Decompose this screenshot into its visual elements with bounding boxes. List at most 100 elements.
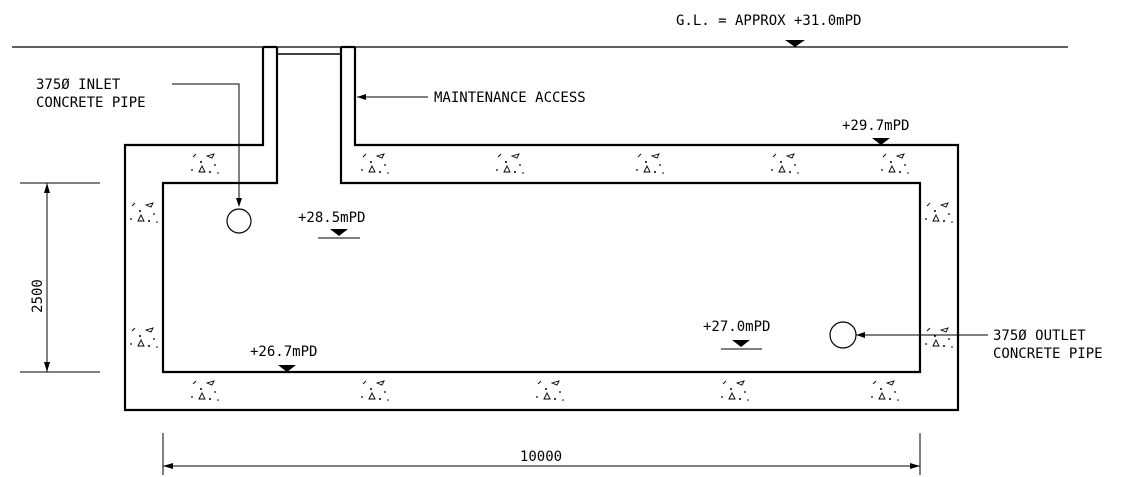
concrete-aggregate-mark — [951, 221, 953, 223]
concrete-aggregate-mark — [519, 164, 521, 166]
concrete-aggregate-mark — [131, 202, 136, 207]
concrete-aggregate-mark — [510, 153, 520, 159]
concrete-aggregate-mark — [925, 343, 927, 345]
inlet-label-line1: 375Ø INLET — [36, 77, 121, 93]
concrete-aggregate-mark — [771, 169, 773, 171]
concrete-aggregate-mark — [882, 153, 887, 158]
inlet-pipe — [226, 208, 252, 234]
concrete-aggregate-mark — [881, 169, 883, 171]
concrete-aggregate-mark — [885, 380, 895, 386]
ground-level-label: G.L. = APPROX +31.0mPD — [676, 13, 861, 29]
concrete-aggregate-mark — [131, 327, 136, 332]
bottom-level-label: +26.7mPD — [250, 344, 317, 360]
height-arrow-top — [44, 183, 50, 193]
concrete-aggregate-mark — [200, 161, 202, 163]
width-arrow-left — [163, 463, 173, 469]
outlet-label-line1: 375Ø OUTLET — [993, 328, 1086, 344]
concrete-aggregate-mark — [772, 153, 777, 158]
concrete-aggregate-mark — [948, 213, 950, 215]
concrete-aggregate-mark — [939, 202, 949, 208]
inlet-level-marker — [330, 229, 348, 236]
height-dimension-label: 2500 — [30, 279, 46, 313]
concrete-aggregate-mark — [550, 380, 560, 386]
concrete-aggregate-mark — [205, 153, 215, 159]
concrete-aggregate-mark — [637, 153, 642, 158]
outlet-pipe — [829, 321, 857, 349]
concrete-aggregate-mark — [559, 391, 561, 393]
concrete-aggregate-mark — [209, 171, 211, 173]
outlet-label-line2: CONCRETE PIPE — [993, 346, 1103, 362]
maintenance-access-label: MAINTENANCE ACCESS — [434, 90, 586, 106]
concrete-aggregate-mark — [925, 218, 927, 220]
concrete-aggregate-mark — [926, 202, 931, 207]
concrete-aggregate-mark — [739, 398, 741, 400]
concrete-aggregate-mark — [497, 153, 502, 158]
concrete-aggregate-mark — [156, 346, 158, 348]
concrete-aggregate-mark — [362, 153, 367, 158]
concrete-aggregate-mark — [384, 164, 386, 166]
tank-inner-wall — [161, 47, 922, 374]
concrete-aggregate-mark — [659, 164, 661, 166]
maintenance-leader-arrow — [357, 94, 366, 100]
concrete-aggregate-mark — [643, 164, 651, 173]
inlet-leader — [172, 83, 240, 204]
concrete-aggregate-mark — [888, 164, 896, 173]
concrete-aggregate-mark — [894, 391, 896, 393]
inlet-level-label: +28.5mPD — [298, 210, 365, 226]
concrete-aggregate-mark — [744, 391, 746, 393]
concrete-aggregate-mark — [156, 221, 158, 223]
concrete-hatch — [130, 153, 953, 401]
inlet-leader-arrow — [236, 198, 242, 207]
concrete-aggregate-mark — [368, 391, 376, 400]
concrete-aggregate-mark — [645, 161, 647, 163]
concrete-aggregate-mark — [144, 327, 154, 333]
concrete-aggregate-mark — [650, 153, 660, 159]
concrete-aggregate-mark — [895, 153, 905, 159]
concrete-aggregate-mark — [932, 338, 940, 347]
concrete-aggregate-mark — [889, 398, 891, 400]
outlet-level-marker — [732, 340, 750, 347]
concrete-aggregate-mark — [362, 380, 367, 385]
concrete-aggregate-mark — [797, 172, 799, 174]
concrete-aggregate-mark — [379, 398, 381, 400]
concrete-aggregate-mark — [200, 388, 202, 390]
concrete-aggregate-mark — [907, 172, 909, 174]
concrete-aggregate-mark — [198, 391, 206, 400]
concrete-aggregate-mark — [130, 343, 132, 345]
concrete-aggregate-mark — [375, 153, 385, 159]
concrete-aggregate-mark — [735, 380, 745, 386]
concrete-aggregate-mark — [948, 338, 950, 340]
concrete-aggregate-mark — [880, 388, 882, 390]
concrete-aggregate-mark — [503, 164, 511, 173]
concrete-aggregate-mark — [545, 388, 547, 390]
tank-outer-wall — [123, 47, 960, 412]
concrete-aggregate-mark — [536, 396, 538, 398]
concrete-aggregate-mark — [148, 345, 150, 347]
concrete-aggregate-mark — [209, 398, 211, 400]
concrete-aggregate-mark — [939, 327, 949, 333]
concrete-aggregate-mark — [214, 391, 216, 393]
concrete-aggregate-mark — [198, 164, 206, 173]
concrete-aggregate-mark — [205, 380, 215, 386]
concrete-aggregate-mark — [747, 399, 749, 401]
top-slab-level-marker — [872, 138, 890, 145]
concrete-aggregate-mark — [721, 396, 723, 398]
concrete-aggregate-mark — [144, 202, 154, 208]
concrete-aggregate-mark — [543, 391, 551, 400]
concrete-aggregate-mark — [778, 164, 786, 173]
concrete-aggregate-mark — [728, 391, 736, 400]
concrete-aggregate-mark — [951, 346, 953, 348]
concrete-aggregate-mark — [789, 171, 791, 173]
concrete-aggregate-mark — [139, 335, 141, 337]
concrete-aggregate-mark — [191, 396, 193, 398]
concrete-aggregate-mark — [514, 171, 516, 173]
outlet-level-label: +27.0mPD — [703, 319, 770, 335]
concrete-aggregate-mark — [387, 172, 389, 174]
concrete-aggregate-mark — [379, 171, 381, 173]
concrete-aggregate-mark — [662, 172, 664, 174]
concrete-aggregate-mark — [496, 169, 498, 171]
concrete-aggregate-mark — [139, 210, 141, 212]
concrete-aggregate-mark — [904, 164, 906, 166]
concrete-aggregate-mark — [505, 161, 507, 163]
